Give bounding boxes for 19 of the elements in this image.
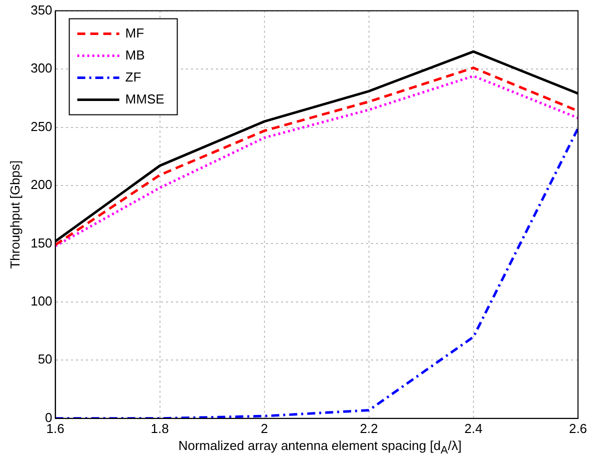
x-tick-label: 2.4 bbox=[464, 420, 482, 436]
y-tick-label: 250 bbox=[30, 118, 52, 134]
y-tick-label: 200 bbox=[30, 177, 52, 192]
y-tick-label: 50 bbox=[38, 352, 52, 367]
legend-label: MF bbox=[125, 25, 144, 40]
x-tick-label: 2 bbox=[260, 420, 268, 436]
legend-label: ZF bbox=[125, 69, 142, 84]
y-tick-label: 0 bbox=[45, 410, 52, 425]
legend-label: MB bbox=[125, 47, 145, 62]
y-tick-label: 300 bbox=[30, 60, 52, 76]
y-tick-label: 150 bbox=[30, 235, 52, 250]
x-tick-label: 2.6 bbox=[568, 420, 588, 436]
x-tick-label: 1.8 bbox=[150, 420, 169, 436]
x-axis-title: Normalized array antenna element spacing [d$_{A}$/λ] bbox=[177, 438, 463, 457]
y-tick-label: 100 bbox=[30, 294, 52, 309]
legend-label: MMSE bbox=[125, 91, 165, 106]
y-axis-title: Throughput [Gbps] bbox=[7, 160, 22, 269]
y-tick-label: 350 bbox=[30, 2, 52, 18]
x-tick-label: 2.2 bbox=[360, 420, 378, 436]
